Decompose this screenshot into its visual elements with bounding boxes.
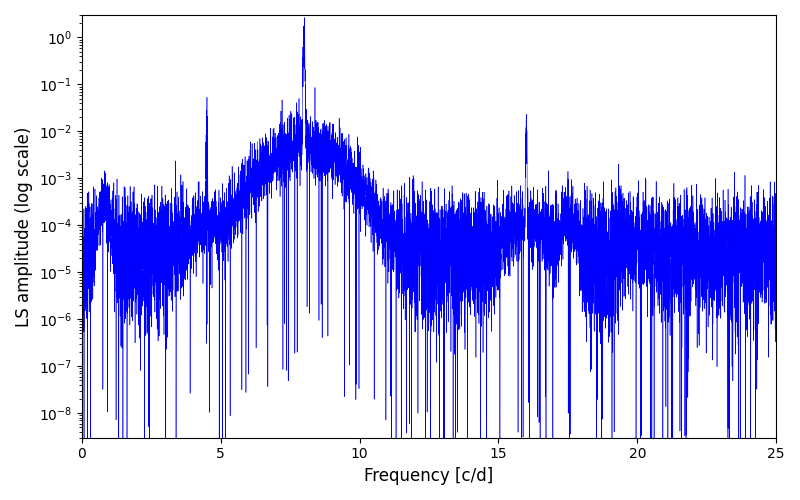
X-axis label: Frequency [c/d]: Frequency [c/d] (364, 467, 494, 485)
Y-axis label: LS amplitude (log scale): LS amplitude (log scale) (15, 126, 33, 326)
